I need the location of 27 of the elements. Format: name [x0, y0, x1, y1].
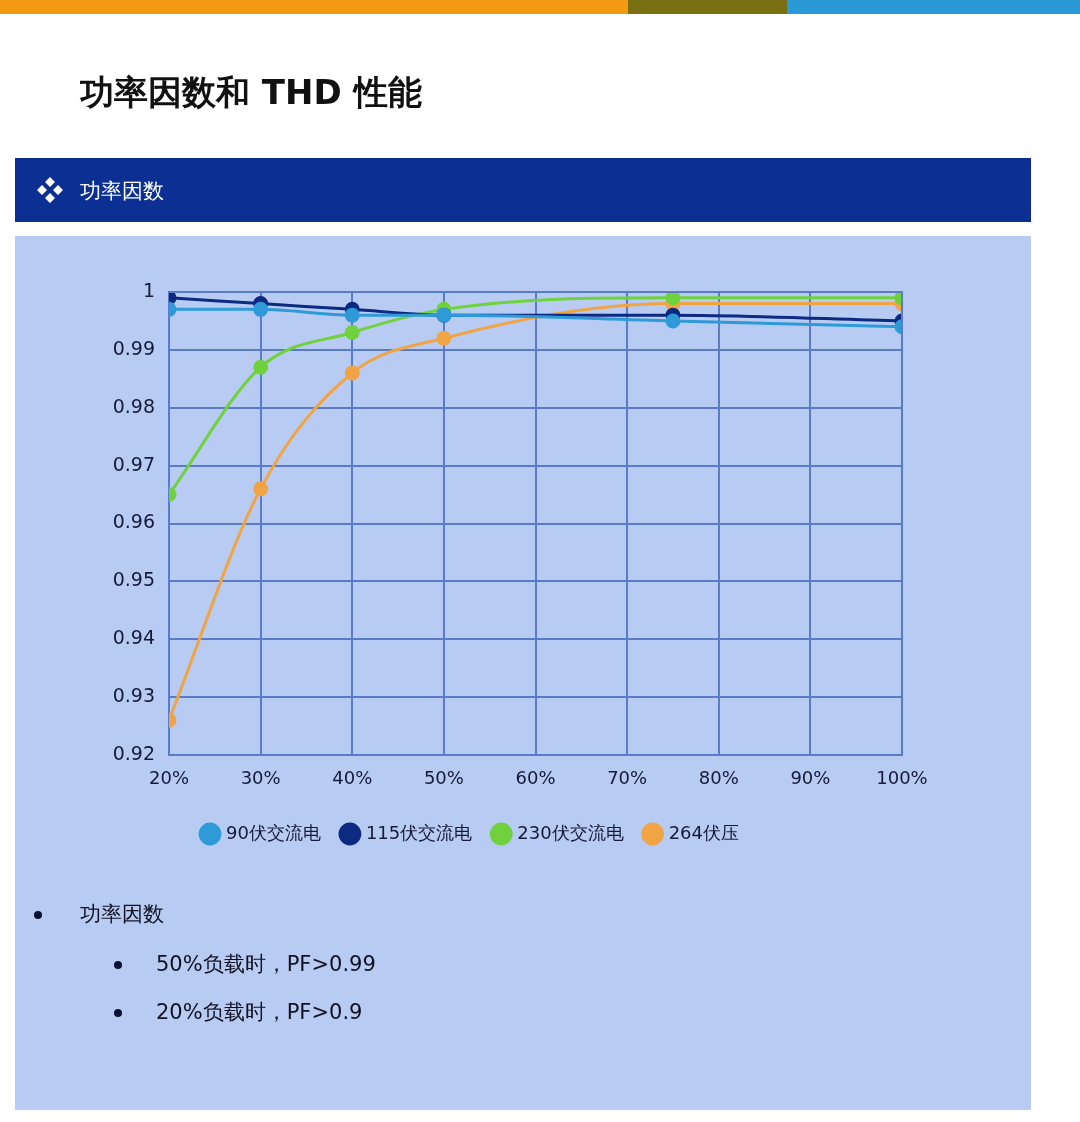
- y-tick-label: 0.97: [112, 452, 155, 475]
- y-tick-label: 1: [142, 278, 155, 301]
- chart-title: 功率因数和 THD 性能: [80, 71, 422, 114]
- y-tick-label: 0.94: [112, 626, 155, 649]
- legend-label: 230伏交流电: [517, 821, 624, 843]
- legend-label: 90伏交流电: [226, 821, 321, 843]
- y-tick-label: 0.93: [112, 684, 155, 707]
- x-tick-label: 40%: [332, 767, 373, 789]
- text: 功率因数: [80, 901, 164, 928]
- legend-label: 264伏压: [668, 821, 739, 843]
- text: 50%负载时，PF>0.99: [156, 951, 376, 978]
- x-tick-label: 100%: [876, 767, 928, 789]
- y-tick-label: 0.98: [112, 394, 155, 417]
- x-tick-label: 50%: [423, 767, 464, 789]
- chart-subtitle: 功率因数: [80, 178, 164, 205]
- x-tick-label: 60%: [515, 767, 556, 789]
- y-tick-label: 0.95: [112, 568, 155, 591]
- legend-label: 115伏交流电: [365, 821, 473, 843]
- x-tick-label: 80%: [698, 767, 739, 789]
- x-tick-label: 20%: [148, 767, 190, 789]
- x-tick-label: 70%: [607, 767, 648, 789]
- text: 20%负载时，PF>0.9: [156, 999, 363, 1026]
- x-tick-label: 90%: [790, 767, 831, 789]
- y-tick-label: 0.92: [112, 741, 155, 764]
- y-tick-label: 0.99: [112, 336, 155, 359]
- y-tick-label: 0.96: [112, 510, 155, 533]
- x-tick-label: 30%: [240, 767, 281, 789]
